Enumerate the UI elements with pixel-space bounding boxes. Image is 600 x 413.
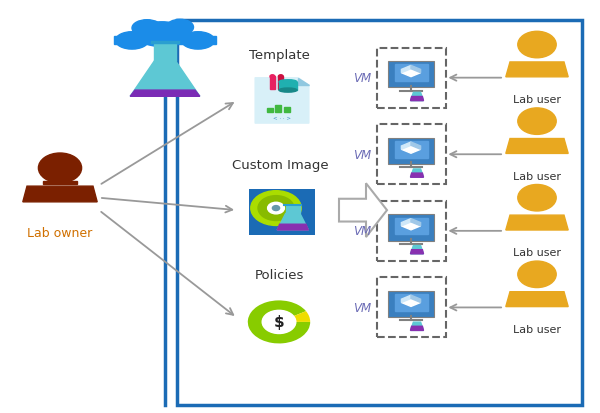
Text: Template: Template — [248, 49, 310, 62]
Bar — [267, 109, 273, 113]
Polygon shape — [43, 182, 77, 185]
FancyBboxPatch shape — [388, 138, 434, 164]
Text: Lab user: Lab user — [513, 171, 561, 181]
Polygon shape — [506, 292, 568, 307]
Polygon shape — [401, 222, 421, 230]
Polygon shape — [410, 97, 424, 101]
Polygon shape — [277, 214, 308, 230]
Text: Lab user: Lab user — [513, 324, 561, 334]
FancyBboxPatch shape — [388, 292, 434, 317]
Bar — [395, 65, 428, 82]
Bar — [279, 83, 297, 91]
Ellipse shape — [182, 33, 215, 50]
Polygon shape — [114, 37, 216, 45]
Polygon shape — [401, 69, 421, 78]
Text: Policies: Policies — [254, 268, 304, 281]
Ellipse shape — [132, 21, 162, 37]
Polygon shape — [130, 91, 200, 97]
Bar — [270, 77, 275, 90]
Polygon shape — [410, 173, 424, 178]
Polygon shape — [410, 322, 424, 330]
Polygon shape — [410, 169, 424, 178]
Ellipse shape — [137, 23, 187, 47]
Bar — [275, 106, 281, 113]
Polygon shape — [506, 216, 568, 230]
Polygon shape — [401, 219, 411, 226]
Circle shape — [518, 261, 556, 288]
Text: Lab user: Lab user — [513, 95, 561, 105]
Polygon shape — [23, 187, 97, 202]
Polygon shape — [286, 206, 300, 214]
Polygon shape — [410, 250, 424, 254]
Text: VM: VM — [353, 72, 371, 85]
Polygon shape — [401, 299, 421, 307]
Polygon shape — [154, 45, 176, 62]
Polygon shape — [506, 63, 568, 78]
Bar — [278, 77, 283, 90]
Bar — [377, 278, 446, 338]
Bar — [395, 218, 428, 235]
Polygon shape — [410, 246, 424, 254]
Circle shape — [258, 196, 294, 221]
Bar — [377, 125, 446, 185]
Circle shape — [251, 191, 301, 226]
Polygon shape — [401, 295, 411, 303]
Polygon shape — [411, 142, 421, 150]
Bar — [395, 294, 428, 311]
Polygon shape — [411, 66, 421, 74]
Bar — [377, 202, 446, 261]
Circle shape — [518, 32, 556, 59]
Text: VM: VM — [353, 148, 371, 161]
FancyBboxPatch shape — [388, 215, 434, 241]
Polygon shape — [410, 326, 424, 330]
Ellipse shape — [167, 20, 194, 36]
Polygon shape — [130, 62, 200, 97]
Polygon shape — [401, 66, 411, 74]
Polygon shape — [401, 142, 411, 150]
Text: VM: VM — [353, 301, 371, 314]
Bar — [377, 48, 446, 108]
Wedge shape — [248, 301, 310, 344]
Polygon shape — [277, 225, 308, 230]
Text: $: $ — [274, 315, 284, 330]
Circle shape — [518, 185, 556, 211]
Polygon shape — [506, 139, 568, 154]
Bar — [284, 108, 290, 113]
Wedge shape — [293, 311, 310, 322]
Circle shape — [270, 76, 275, 79]
Polygon shape — [410, 93, 424, 101]
FancyBboxPatch shape — [249, 190, 315, 235]
Text: < · · >: < · · > — [273, 116, 291, 121]
Text: Lab user: Lab user — [513, 248, 561, 258]
Ellipse shape — [115, 33, 149, 50]
Bar — [395, 142, 428, 158]
Circle shape — [278, 76, 283, 79]
Text: Lab owner: Lab owner — [28, 227, 92, 240]
Text: Custom Image: Custom Image — [232, 159, 329, 172]
Circle shape — [518, 109, 556, 135]
Text: VM: VM — [353, 225, 371, 238]
Circle shape — [262, 311, 296, 334]
Polygon shape — [411, 295, 421, 303]
Circle shape — [38, 154, 82, 183]
FancyBboxPatch shape — [388, 62, 434, 88]
Circle shape — [272, 206, 280, 211]
Polygon shape — [298, 78, 309, 86]
Ellipse shape — [279, 81, 297, 85]
Polygon shape — [255, 78, 309, 124]
Circle shape — [268, 203, 284, 214]
Ellipse shape — [279, 89, 297, 93]
Polygon shape — [401, 146, 421, 154]
Polygon shape — [339, 184, 387, 237]
Polygon shape — [411, 219, 421, 226]
